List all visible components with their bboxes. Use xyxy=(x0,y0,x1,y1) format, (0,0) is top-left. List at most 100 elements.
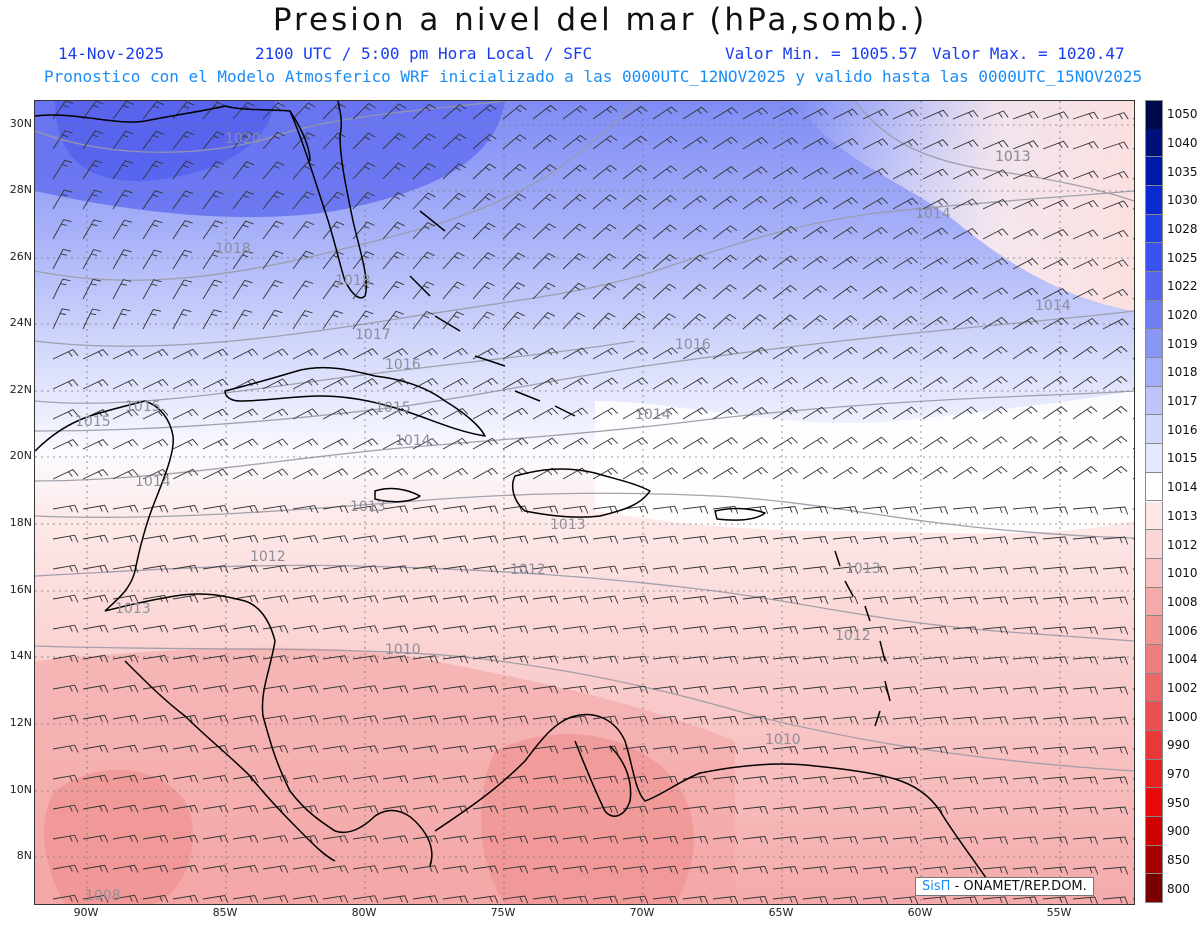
wind-barb xyxy=(862,506,889,515)
wind-barb xyxy=(352,505,379,514)
isobar-label: 1014 xyxy=(395,433,431,449)
wind-barb xyxy=(292,895,319,904)
wind-barb xyxy=(412,775,439,784)
wind-barb xyxy=(172,249,193,270)
wind-barb xyxy=(1102,112,1129,120)
wind-barb xyxy=(892,286,918,300)
wind-barb xyxy=(862,138,889,150)
legend-swatch xyxy=(1145,702,1163,731)
wind-barb xyxy=(862,686,889,695)
wind-barb xyxy=(262,595,289,604)
wind-barb xyxy=(652,407,678,420)
wind-barb xyxy=(862,836,889,845)
wind-barb xyxy=(442,715,469,724)
wind-barb xyxy=(502,565,529,574)
wind-barb xyxy=(292,565,319,574)
wind-barb xyxy=(142,504,169,513)
wind-barb xyxy=(1102,656,1129,665)
wind-barb xyxy=(772,137,799,150)
wind-barb xyxy=(412,310,434,330)
wind-barb xyxy=(1102,806,1129,815)
wind-barb xyxy=(952,596,979,605)
wind-barb xyxy=(682,165,708,180)
coast-bahamas xyxy=(409,210,576,417)
wind-barb xyxy=(1102,566,1129,575)
legend-label: 1006 xyxy=(1167,623,1198,638)
wind-barb xyxy=(892,806,919,815)
wind-barb xyxy=(832,376,858,390)
legend-swatch xyxy=(1145,673,1163,703)
wind-barb xyxy=(472,775,499,784)
wind-barb xyxy=(232,279,253,300)
wind-barb xyxy=(502,407,529,420)
wind-barb xyxy=(772,896,799,904)
wind-barb xyxy=(772,656,799,665)
wind-barb xyxy=(352,775,379,784)
wind-barb xyxy=(712,865,739,874)
wind-barb xyxy=(382,535,409,544)
wind-barb xyxy=(322,595,349,604)
isobar-label: 1016 xyxy=(675,337,711,353)
wind-barb xyxy=(472,193,496,210)
wind-barb xyxy=(352,378,379,390)
wind-barb xyxy=(1102,836,1129,845)
isobar-label: 1012 xyxy=(250,549,286,565)
wind-barb xyxy=(142,348,169,360)
wind-barb xyxy=(442,281,465,300)
wind-barb xyxy=(142,249,163,270)
wind-barb xyxy=(502,163,527,180)
wind-barb xyxy=(82,594,109,603)
wind-barb xyxy=(112,624,139,633)
wind-barb xyxy=(472,347,499,360)
wind-barb xyxy=(112,594,139,603)
legend-label: 950 xyxy=(1167,795,1190,810)
wind-barb xyxy=(832,406,858,420)
wind-barb xyxy=(202,309,222,330)
wind-barb xyxy=(712,166,738,180)
wind-barb xyxy=(172,378,199,390)
wind-barb xyxy=(112,564,139,573)
wind-barb xyxy=(502,865,529,874)
wind-barb xyxy=(862,566,889,575)
wind-barb xyxy=(442,437,469,450)
wind-barb xyxy=(412,377,439,390)
wind-barb xyxy=(382,745,409,754)
wind-barb xyxy=(1012,140,1039,150)
wind-barb xyxy=(772,626,799,635)
wind-barb xyxy=(922,346,948,360)
legend-label: 1035 xyxy=(1167,164,1198,179)
wind-barb xyxy=(112,744,139,753)
wind-barb xyxy=(382,310,404,330)
wind-barb xyxy=(472,835,499,844)
wind-barb xyxy=(532,437,559,450)
wind-barb xyxy=(1042,199,1069,210)
map-title: Presion a nivel del mar (hPa,somb.) xyxy=(272,2,928,38)
wind-barb xyxy=(832,256,858,270)
wind-barb xyxy=(832,896,859,904)
wind-barb xyxy=(352,715,379,724)
wind-barb xyxy=(1042,288,1069,300)
wind-barb xyxy=(52,564,79,573)
wind-barb xyxy=(1012,566,1039,575)
wind-barb xyxy=(502,685,529,694)
wind-barb xyxy=(1072,596,1099,605)
wind-barb xyxy=(922,656,949,665)
wind-barb xyxy=(622,194,647,210)
wind-barb xyxy=(832,626,859,635)
lat-label: 10N xyxy=(9,783,32,796)
wind-barb xyxy=(1042,806,1069,815)
wind-barb xyxy=(1042,776,1069,785)
wind-barb xyxy=(922,406,948,420)
wind-barb xyxy=(442,251,465,270)
wind-barb xyxy=(832,285,858,300)
wind-barb xyxy=(352,438,379,450)
wind-barb xyxy=(862,746,889,755)
lat-label: 18N xyxy=(9,516,32,529)
wind-barb xyxy=(172,624,199,633)
wind-barb xyxy=(622,312,646,330)
wind-barb xyxy=(532,467,559,480)
isobar-label: 1014 xyxy=(1035,298,1071,314)
wind-barb xyxy=(832,836,859,845)
wind-barb xyxy=(682,625,709,634)
wind-barb xyxy=(1072,806,1099,815)
